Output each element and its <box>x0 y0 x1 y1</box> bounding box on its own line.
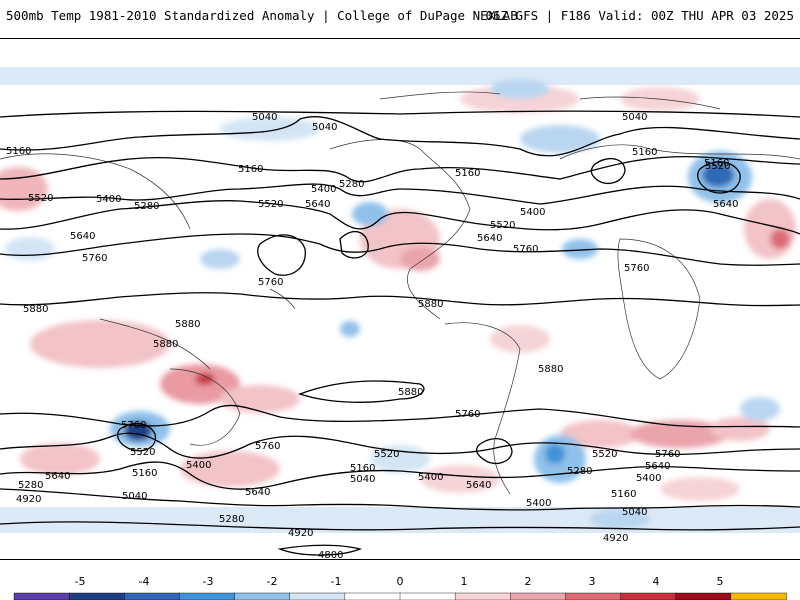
colorbar-swatch <box>68 592 125 600</box>
contour-label: 5520 <box>374 449 399 460</box>
contour-label: 5280 <box>219 514 244 525</box>
contour-label: 5400 <box>636 473 661 484</box>
colorbar-tick-label: 3 <box>589 575 596 588</box>
contour-label: 5280 <box>339 179 364 190</box>
colorbar-tick-label: 0 <box>397 575 404 588</box>
contour-label: 5280 <box>18 480 43 491</box>
colorbar-tick-label: -5 <box>75 575 86 588</box>
colorbar-swatch <box>179 592 236 600</box>
colorbar-tick-label: -4 <box>139 575 150 588</box>
contour-label: 4920 <box>16 494 41 505</box>
colorbar: -5 -4 -3 -2 -1 0 1 2 3 4 5 <box>0 568 800 600</box>
contour-label: 5640 <box>645 461 670 472</box>
contour-label: 5760 <box>455 409 480 420</box>
colorbar-swatch <box>399 592 456 600</box>
north-polar-shading <box>0 67 800 85</box>
contour-label: 5160 <box>6 146 31 157</box>
contour-label: 5520 <box>490 220 515 231</box>
contour-label: 5760 <box>121 420 146 431</box>
contour-label: 5640 <box>70 231 95 242</box>
contour-labels: 5040 5040 5040 5160 5160 5160 5160 5520 … <box>6 112 738 559</box>
contour-label: 5040 <box>622 507 647 518</box>
contour-label: 4920 <box>603 533 628 544</box>
contour-label: 5400 <box>418 472 443 483</box>
colorbar-svg: -5 -4 -3 -2 -1 0 1 2 3 4 5 <box>13 575 787 600</box>
contour-label: 5160 <box>632 147 657 158</box>
contour-label: 5640 <box>477 233 502 244</box>
contour-label: 5760 <box>82 253 107 264</box>
contour-label: 5040 <box>350 474 375 485</box>
colorbar-swatch <box>454 592 511 600</box>
contour-label: 5400 <box>520 207 545 218</box>
contour-label: 5040 <box>122 491 147 502</box>
colorbar-swatch <box>675 592 732 600</box>
colorbar-tick-label: -3 <box>203 575 214 588</box>
contour-label: 5640 <box>305 199 330 210</box>
contour-label: 5520 <box>705 161 730 172</box>
contour-label: 5760 <box>513 244 538 255</box>
colorbar-tick-label: 5 <box>717 575 724 588</box>
contour-label: 5160 <box>350 463 375 474</box>
contour-label: 5040 <box>252 112 277 123</box>
colorbar-swatch <box>344 592 401 600</box>
anomaly-shading <box>0 79 796 529</box>
contour-label: 5640 <box>713 199 738 210</box>
anomaly-map: 5040 5040 5040 5160 5160 5160 5160 5520 … <box>0 67 800 559</box>
contour-label: 5640 <box>466 480 491 491</box>
colorbar-tick-label: -2 <box>267 575 278 588</box>
contour-label: 5880 <box>418 299 443 310</box>
colorbar-tick-label: -1 <box>331 575 342 588</box>
colorbar-swatch <box>510 592 567 600</box>
contour-label: 4920 <box>288 528 313 539</box>
contour-label: 5640 <box>245 487 270 498</box>
map-title: 500mb Temp 1981-2010 Standardized Anomal… <box>6 8 518 23</box>
contour-label: 5040 <box>312 122 337 133</box>
contour-label: 5520 <box>258 199 283 210</box>
contour-label: 5160 <box>132 468 157 479</box>
colorbar-tick-label: 2 <box>525 575 532 588</box>
map-panel: 5040 5040 5040 5160 5160 5160 5160 5520 … <box>0 38 800 560</box>
contour-label: 5520 <box>130 447 155 458</box>
colorbar-tick-label: 1 <box>461 575 468 588</box>
contour-label: 5280 <box>567 466 592 477</box>
model-run-info: 06Z GFS | F186 Valid: 00Z THU APR 03 202… <box>485 8 794 23</box>
colorbar-swatch <box>565 592 622 600</box>
contour-label: 5880 <box>153 339 178 350</box>
header: 500mb Temp 1981-2010 Standardized Anomal… <box>0 0 800 30</box>
contour-label: 5160 <box>238 164 263 175</box>
south-polar-shading <box>0 507 800 533</box>
colorbar-swatch <box>124 592 181 600</box>
contour-label: 5760 <box>655 449 680 460</box>
colorbar-swatch <box>730 592 787 600</box>
contour-label: 5880 <box>538 364 563 375</box>
contour-label: 5520 <box>592 449 617 460</box>
contour-label: 5160 <box>704 158 729 169</box>
contour-label: 5760 <box>258 277 283 288</box>
height-contours <box>0 110 800 556</box>
contour-label: 5160 <box>455 168 480 179</box>
colorbar-swatch <box>13 592 70 600</box>
contour-label: 5400 <box>526 498 551 509</box>
contour-label: 5400 <box>311 184 336 195</box>
contour-label: 5880 <box>23 304 48 315</box>
colorbar-swatch <box>289 592 346 600</box>
colorbar-swatch <box>620 592 677 600</box>
contour-label: 5520 <box>28 193 53 204</box>
contour-label: 5160 <box>611 489 636 500</box>
contour-label: 5880 <box>398 387 423 398</box>
contour-label: 5760 <box>624 263 649 274</box>
colorbar-swatch <box>234 592 291 600</box>
contour-label: 5640 <box>45 471 70 482</box>
colorbar-tick-label: 4 <box>653 575 660 588</box>
contour-label: 5040 <box>622 112 647 123</box>
contour-label: 5400 <box>186 460 211 471</box>
contour-label: 5400 <box>96 194 121 205</box>
contour-label: 4800 <box>318 550 343 559</box>
coastlines <box>0 91 800 495</box>
contour-label: 5280 <box>134 201 159 212</box>
contour-label: 5880 <box>175 319 200 330</box>
contour-label: 5760 <box>255 441 280 452</box>
